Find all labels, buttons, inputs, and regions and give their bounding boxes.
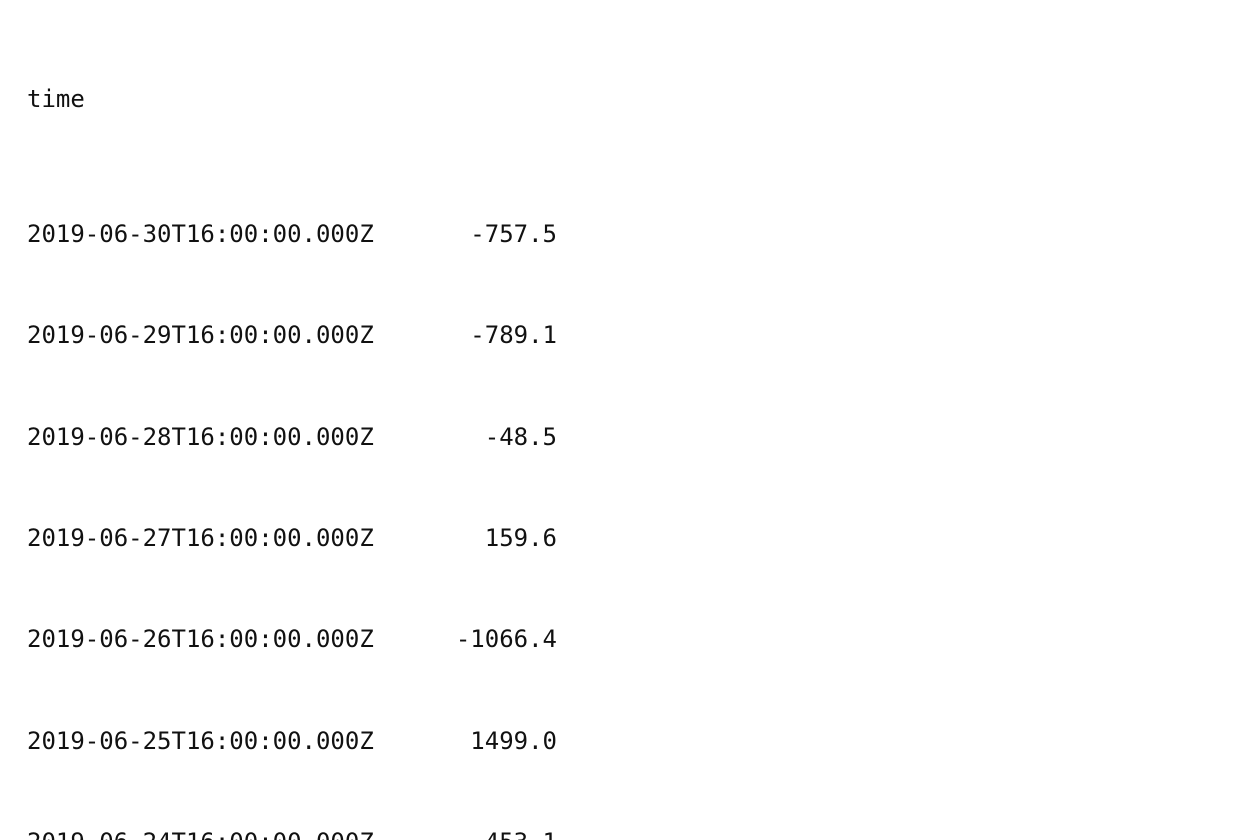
series-row: 2019-06-27T16:00:00.000Z 159.6 (27, 522, 557, 556)
row-index: 2019-06-28T16:00:00.000Z (27, 422, 374, 451)
series-row: 2019-06-29T16:00:00.000Z -789.1 (27, 319, 557, 353)
series-row: 2019-06-30T16:00:00.000Z -757.5 (27, 218, 557, 252)
series-output: time 2019-06-30T16:00:00.000Z -757.5 201… (27, 15, 557, 840)
index-name-header: time (27, 84, 85, 113)
row-value: 453.1 (447, 826, 557, 840)
row-index: 2019-06-26T16:00:00.000Z (27, 625, 374, 654)
row-value: -1066.4 (455, 625, 557, 654)
row-index: 2019-06-30T16:00:00.000Z (27, 219, 374, 248)
row-value: -789.1 (470, 321, 557, 350)
row-value: -48.5 (484, 422, 557, 451)
series-row: 2019-06-28T16:00:00.000Z -48.5 (27, 421, 557, 455)
row-index: 2019-06-29T16:00:00.000Z (27, 321, 374, 350)
row-index: 2019-06-25T16:00:00.000Z (27, 726, 374, 755)
row-value: 1499.0 (470, 726, 557, 755)
row-value: -757.5 (470, 219, 557, 248)
row-value: 159.6 (484, 523, 557, 552)
series-row: 2019-06-26T16:00:00.000Z -1066.4 (27, 623, 557, 657)
series-row: 2019-06-25T16:00:00.000Z 1499.0 (27, 725, 557, 759)
series-row: 2019-06-24T16:00:00.000Z 453.1 (27, 826, 557, 840)
row-index: 2019-06-24T16:00:00.000Z (27, 826, 447, 840)
row-index: 2019-06-27T16:00:00.000Z (27, 523, 374, 552)
